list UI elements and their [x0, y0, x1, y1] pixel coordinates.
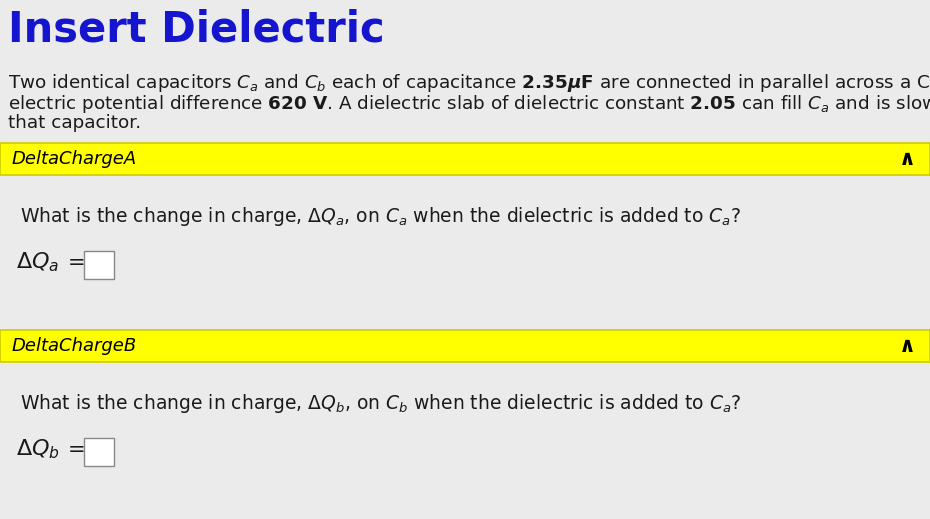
FancyBboxPatch shape [0, 143, 930, 175]
Text: $\Delta Q_b$: $\Delta Q_b$ [16, 437, 60, 460]
FancyBboxPatch shape [84, 251, 114, 279]
Text: electric potential difference $\mathbf{620}$ $\mathbf{V}$. A dielectric slab of : electric potential difference $\mathbf{6… [8, 93, 930, 115]
Text: $\Delta Q_a$: $\Delta Q_a$ [16, 250, 60, 274]
Text: DeltaChargeA: DeltaChargeA [12, 150, 138, 168]
FancyBboxPatch shape [84, 438, 114, 466]
Text: ∧: ∧ [899, 149, 916, 169]
Text: DeltaChargeB: DeltaChargeB [12, 337, 138, 355]
Text: Two identical capacitors $C_a$ and $C_b$ each of capacitance $\mathbf{2.35}$$\bo: Two identical capacitors $C_a$ and $C_b$… [8, 72, 930, 94]
Text: What is the change in charge, $\Delta Q_b$, on $C_b$ when the dielectric is adde: What is the change in charge, $\Delta Q_… [20, 392, 742, 415]
FancyBboxPatch shape [0, 330, 930, 362]
Text: ∧: ∧ [899, 336, 916, 356]
Text: =: = [68, 440, 86, 460]
Text: that capacitor.: that capacitor. [8, 114, 141, 132]
Text: =: = [68, 253, 86, 273]
Text: Insert Dielectric: Insert Dielectric [8, 8, 385, 50]
Text: What is the change in charge, $\Delta Q_a$, on $C_a$ when the dielectric is adde: What is the change in charge, $\Delta Q_… [20, 205, 741, 228]
